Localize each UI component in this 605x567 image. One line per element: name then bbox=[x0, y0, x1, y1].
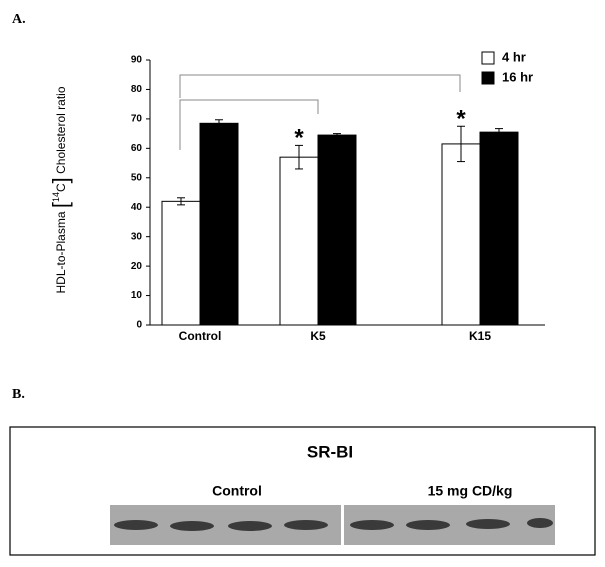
y-axis-label: HDL-to-Plasma [14C] Cholesterol ratio bbox=[48, 86, 73, 293]
y-tick-label: 0 bbox=[136, 320, 142, 331]
legend-swatch bbox=[481, 71, 495, 85]
y-tick-label: 40 bbox=[131, 202, 143, 213]
error-bar bbox=[495, 128, 503, 137]
y-tick-label: 20 bbox=[131, 261, 143, 272]
y-tick-label: 70 bbox=[131, 114, 143, 125]
bar bbox=[479, 131, 519, 326]
error-bar bbox=[177, 197, 185, 206]
y-tick-label: 10 bbox=[131, 290, 143, 301]
y-tick-label: 80 bbox=[131, 84, 143, 95]
legend-label: 4 hr bbox=[502, 49, 526, 64]
error-bar bbox=[457, 125, 465, 163]
y-tick-label: 90 bbox=[131, 55, 143, 66]
y-tick-label: 30 bbox=[131, 231, 143, 242]
bar bbox=[317, 134, 357, 326]
bracket bbox=[179, 99, 319, 150]
x-tick-label: Control bbox=[179, 329, 222, 343]
y-label-part: 14 bbox=[51, 192, 61, 202]
panel-label: B. bbox=[12, 387, 25, 402]
blot-image bbox=[110, 505, 555, 545]
y-label-part: ] bbox=[48, 177, 73, 183]
y-label-part: [ bbox=[48, 202, 73, 208]
blot-group: Control bbox=[212, 483, 262, 499]
legend-swatch bbox=[481, 51, 495, 65]
panel-label: A. bbox=[12, 12, 26, 27]
y-label-part: Cholesterol ratio bbox=[54, 86, 68, 177]
blot-frame bbox=[9, 426, 596, 556]
x-tick-label: K15 bbox=[469, 329, 491, 343]
significance-marker: * bbox=[294, 125, 304, 152]
error-bar bbox=[295, 144, 303, 170]
bracket bbox=[179, 74, 461, 98]
significance-brackets bbox=[179, 74, 461, 150]
y-label-part: C bbox=[54, 183, 68, 192]
bar bbox=[161, 200, 201, 326]
y-tick-label: 60 bbox=[131, 143, 143, 154]
bar bbox=[441, 143, 481, 326]
significance-marker: * bbox=[456, 106, 466, 133]
error-bar bbox=[333, 133, 341, 138]
y-tick-label: 50 bbox=[131, 172, 143, 183]
legend-label: 16 hr bbox=[502, 69, 533, 84]
blot-group: 15 mg CD/kg bbox=[428, 483, 513, 499]
bar bbox=[279, 156, 319, 326]
blot-title: SR-BI bbox=[307, 442, 353, 461]
error-bar bbox=[215, 119, 223, 128]
y-label-part: HDL-to-Plasma bbox=[54, 208, 68, 293]
x-tick-label: K5 bbox=[310, 329, 326, 343]
bar bbox=[199, 122, 239, 326]
